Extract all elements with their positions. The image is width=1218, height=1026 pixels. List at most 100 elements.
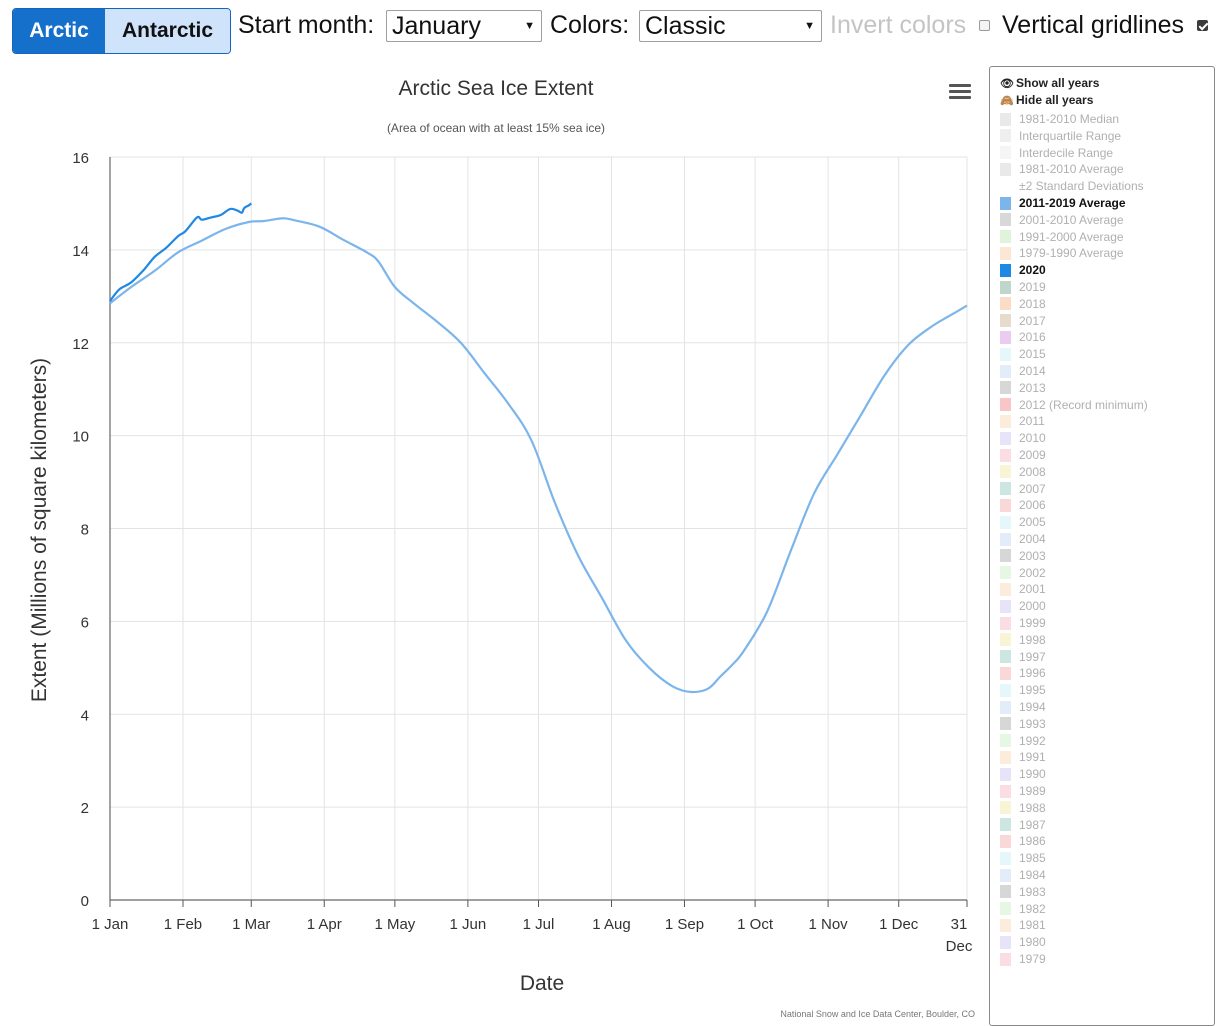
legend-item[interactable]: 2011-2019 Average [1000,195,1126,211]
legend-item[interactable]: 1982 [1000,901,1046,917]
legend-label: 2004 [1019,532,1046,546]
invert-colors-checkbox[interactable] [979,20,990,31]
legend-swatch [1000,196,1011,210]
legend-item[interactable]: Interdecile Range [1000,145,1113,161]
legend-item[interactable]: 2015 [1000,346,1046,362]
legend-item[interactable]: 1992 [1000,733,1046,749]
series-line-2020[interactable] [109,202,252,302]
legend-item[interactable]: 1987 [1000,817,1046,833]
legend-item[interactable]: 2012 (Record minimum) [1000,397,1148,413]
legend-item[interactable]: 1997 [1000,649,1046,665]
legend-item[interactable]: ±2 Standard Deviations [1000,178,1144,194]
legend-item[interactable]: 2002 [1000,565,1046,581]
legend-label: 2008 [1019,464,1046,479]
legend-item[interactable]: 1996 [1000,665,1046,681]
show-all-years-label: Show all years [1016,76,1100,90]
legend-item[interactable]: 1990 [1000,766,1046,782]
x-tick-label: 1 Nov [808,916,848,933]
legend-item[interactable]: 2001-2010 Average [1000,212,1124,228]
legend-swatch [1000,398,1011,412]
legend-swatch [1000,448,1011,462]
legend-item[interactable]: 2013 [1000,380,1046,396]
legend-label: 2009 [1019,448,1046,462]
start-month-select[interactable]: January ▼ [386,10,542,42]
legend-item[interactable]: 1983 [1000,884,1046,900]
legend-item[interactable]: 1988 [1000,800,1046,816]
legend-item[interactable]: 2000 [1000,598,1046,614]
legend-item[interactable]: 1981-2010 Average [1000,161,1124,177]
colors-select[interactable]: Classic ▼ [639,10,822,42]
legend-label: 1999 [1019,616,1046,630]
y-tick-label: 4 [81,707,89,724]
legend-label: 2001-2010 Average [1019,212,1124,227]
legend-item[interactable]: 1981-2010 Median [1000,111,1119,127]
legend-label: 2000 [1019,599,1046,614]
legend-label: 2012 (Record minimum) [1019,397,1148,412]
legend-swatch [1000,297,1011,311]
legend-item[interactable]: 2014 [1000,363,1046,379]
legend-swatch [1000,146,1011,160]
legend-item[interactable]: 1991-2000 Average [1000,229,1124,245]
hide-all-years-label: Hide all years [1016,93,1094,107]
start-month-value: January [392,12,481,40]
legend-item[interactable]: 2003 [1000,548,1046,564]
legend-item[interactable]: 1991 [1000,749,1046,765]
legend-item[interactable]: 1986 [1000,833,1046,849]
start-month-label: Start month: [238,11,375,39]
legend-item[interactable]: Interquartile Range [1000,128,1121,144]
legend-item[interactable]: 1979-1990 Average [1000,245,1124,261]
legend-item[interactable]: 1981 [1000,917,1046,933]
legend-item[interactable]: 1993 [1000,716,1046,732]
series-lines [109,202,968,694]
show-all-years-button[interactable]: 👁 Show all years [1000,76,1099,90]
legend-item[interactable]: 2011 [1000,413,1045,429]
legend-item[interactable]: 1999 [1000,615,1046,631]
legend-item[interactable]: 2005 [1000,514,1046,530]
legend-item[interactable]: 2010 [1000,430,1046,446]
legend-item[interactable]: 1979 [1000,951,1046,967]
legend-item[interactable]: 2008 [1000,464,1046,480]
legend-label: 1985 [1019,851,1046,866]
legend-item[interactable]: 2019 [1000,279,1046,295]
legend-swatch [1000,347,1011,361]
legend-item[interactable]: 2007 [1000,481,1046,497]
legend-label: 2017 [1019,313,1046,328]
chart-menu-icon[interactable] [949,84,971,102]
legend-swatch [1000,851,1011,865]
legend-item[interactable]: 2006 [1000,497,1046,513]
invert-colors-label: Invert colors [830,11,967,39]
vertical-gridlines-checkbox[interactable] [1197,20,1208,31]
series-line-2011-2019-average[interactable] [109,217,968,694]
legend-item[interactable]: 1989 [1000,783,1046,799]
legend-item[interactable]: 2017 [1000,313,1046,329]
legend-item[interactable]: 2001 [1000,581,1046,597]
antarctic-button[interactable]: Antarctic [105,9,230,53]
legend-item[interactable]: 2009 [1000,447,1046,463]
legend-label: 1984 [1019,868,1046,882]
colors-label: Colors: [550,11,630,39]
hide-all-years-button[interactable]: 🙈 Hide all years [1000,93,1093,107]
legend-item[interactable]: 1994 [1000,699,1046,715]
legend-item[interactable]: 1984 [1000,867,1046,883]
legend-item[interactable]: 2016 [1000,329,1046,345]
legend-item[interactable]: 1998 [1000,632,1046,648]
legend-item[interactable]: 2004 [1000,531,1046,547]
legend-swatch [1000,414,1011,428]
legend-swatch [1000,784,1011,798]
x-tick-label: 1 Apr [307,916,342,933]
legend-label: 1995 [1019,683,1046,698]
legend-label: 1987 [1019,817,1046,832]
legend-item[interactable]: 2020 [1000,262,1046,278]
legend-label: 2014 [1019,364,1046,378]
legend-swatch [1000,616,1011,630]
legend-label: 2011 [1019,414,1045,429]
y-tick-label: 14 [72,243,89,260]
legend-swatch [1000,650,1011,664]
legend-item[interactable]: 1980 [1000,934,1046,950]
arctic-button[interactable]: Arctic [13,9,105,53]
legend-item[interactable]: 2018 [1000,296,1046,312]
legend-item[interactable]: 1995 [1000,682,1046,698]
dropdown-caret-icon: ▼ [804,20,815,32]
legend-swatch [1000,952,1011,966]
legend-item[interactable]: 1985 [1000,850,1046,866]
